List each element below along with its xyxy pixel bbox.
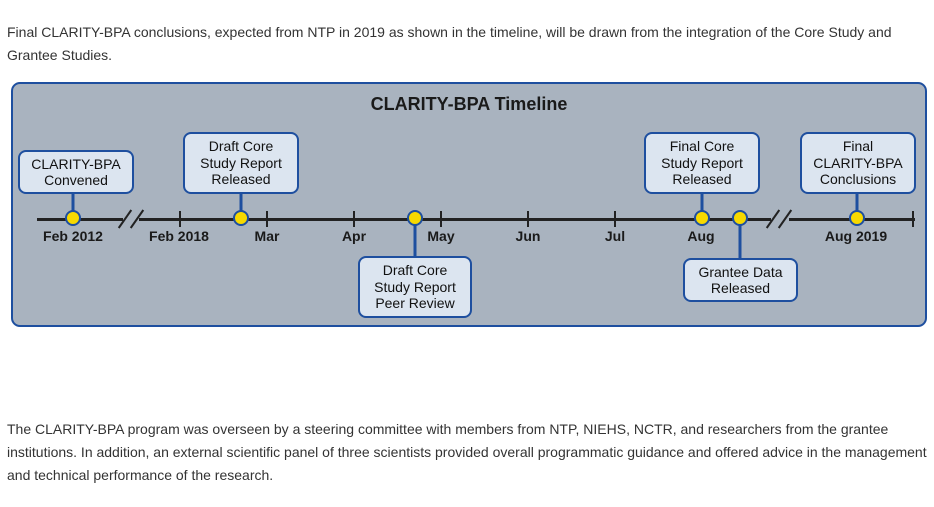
connector-line: [855, 194, 859, 214]
connector-line: [700, 194, 704, 214]
tick-label: Jul: [604, 228, 626, 244]
connector-line: [738, 220, 742, 260]
event-label: Released: [710, 280, 771, 296]
event-box-final-core: Final Core Study Report Released: [644, 132, 760, 194]
tick-label: Feb 2018: [149, 228, 209, 244]
event-label: Draft Core: [208, 138, 274, 155]
event-label: Final: [842, 138, 874, 155]
timeline-title: CLARITY-BPA Timeline: [370, 94, 568, 114]
connector-line: [239, 194, 243, 214]
event-label: Study Report: [374, 278, 456, 295]
event-marker: [65, 210, 81, 226]
event-label: Draft Core: [382, 262, 448, 279]
event-marker: [233, 210, 249, 226]
connector-line: [413, 220, 417, 258]
timeline-axis: [139, 218, 771, 221]
axis-tick: [912, 211, 914, 227]
event-label: Study Report: [200, 154, 282, 171]
event-label: Conclusions: [819, 171, 897, 188]
tick-label: Apr: [341, 228, 367, 244]
event-marker: [407, 210, 423, 226]
event-marker: [849, 210, 865, 226]
axis-tick: [266, 211, 268, 227]
event-box-peer-review: Draft Core Study Report Peer Review: [358, 256, 472, 318]
axis-tick: [179, 211, 181, 227]
event-label: Released: [211, 171, 271, 188]
event-label: Peer Review: [375, 295, 455, 312]
event-label: Released: [672, 171, 732, 188]
event-label: CLARITY-BPA: [813, 154, 903, 171]
event-box-convened: CLARITY-BPA Convened: [18, 150, 134, 194]
timeline-diagram: CLARITY-BPA Timeline Feb 2012 Feb 2018 M…: [11, 82, 927, 327]
tick-label: Aug: [687, 228, 715, 244]
event-box-final-conclusions: Final CLARITY-BPA Conclusions: [800, 132, 916, 194]
event-label: Grantee Data: [698, 263, 783, 280]
connector-line: [71, 194, 75, 214]
event-marker: [694, 210, 710, 226]
event-box-draft-released: Draft Core Study Report Released: [183, 132, 299, 194]
event-label: Study Report: [661, 154, 743, 171]
event-box-grantee-data: Grantee Data Released: [683, 258, 798, 302]
event-label: Final Core: [669, 138, 735, 155]
closing-paragraph: The CLARITY-BPA program was overseen by …: [7, 421, 927, 483]
event-label: CLARITY-BPA: [31, 155, 121, 172]
tick-label: May: [427, 228, 455, 244]
tick-label: Aug 2019: [824, 228, 888, 244]
axis-tick: [440, 211, 442, 227]
axis-tick: [353, 211, 355, 227]
event-label: Convened: [44, 172, 108, 188]
tick-label: Feb 2012: [43, 228, 103, 244]
tick-label: Jun: [515, 228, 541, 244]
event-marker: [732, 210, 748, 226]
axis-tick: [527, 211, 529, 227]
tick-label: Mar: [254, 228, 280, 244]
axis-tick: [614, 211, 616, 227]
intro-paragraph: Final CLARITY-BPA conclusions, expected …: [7, 24, 892, 63]
